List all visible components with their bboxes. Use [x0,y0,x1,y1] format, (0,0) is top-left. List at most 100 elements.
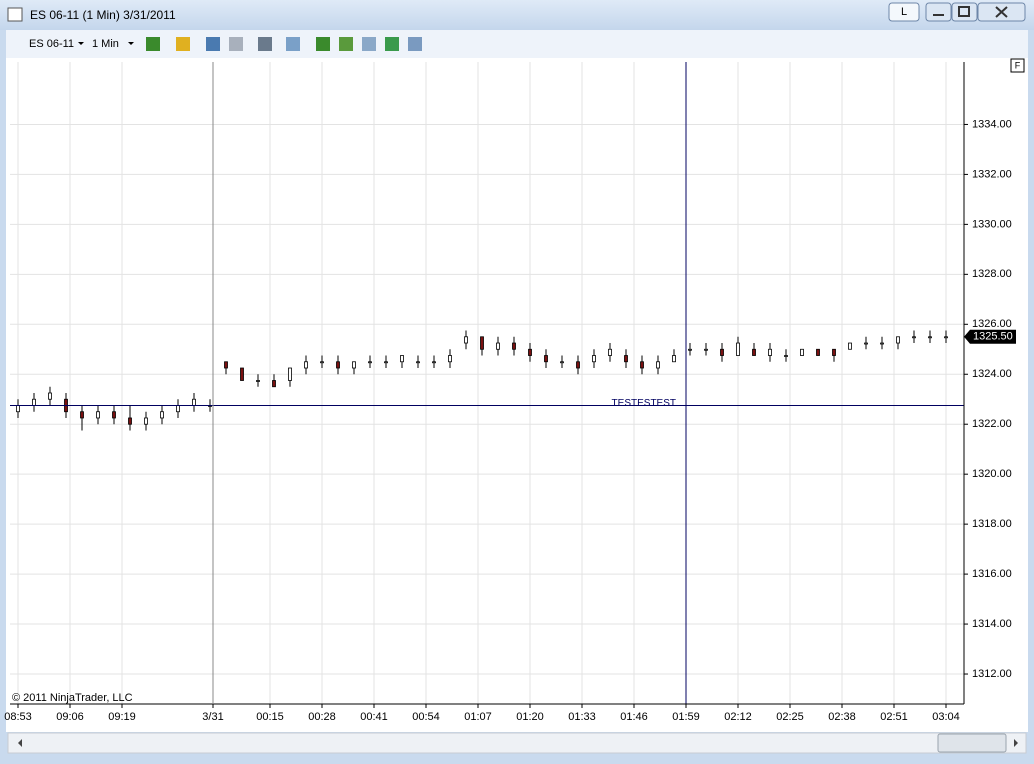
candle [160,405,164,425]
x-tick-label: 03:04 [932,711,960,723]
x-tick-label: 00:15 [256,711,284,723]
y-tick-label: 1320.00 [972,468,1012,480]
global-draw-button[interactable] [229,37,243,51]
candle [112,405,116,425]
candle-body [432,361,436,364]
x-tick-label: 08:53 [4,711,32,723]
window-title: ES 06-11 (1 Min) 3/31/2011 [30,8,176,22]
last-price-label: 1325.50 [973,331,1013,343]
candle-body [864,342,868,345]
x-tick-label: 09:19 [108,711,136,723]
dropdown-arrow [78,42,84,45]
candle [720,343,724,362]
candle [480,336,484,356]
candle [544,349,548,369]
candle [368,355,372,369]
drawing-tool-button[interactable] [176,37,190,51]
candle [704,343,708,356]
candle-body [16,405,20,413]
y-tick-label: 1312.00 [972,668,1012,680]
candle-body [288,367,292,381]
properties-button[interactable] [408,37,422,51]
chart-style-button[interactable] [146,37,160,51]
zoom-button[interactable] [286,37,300,51]
candle-body [912,336,916,339]
candle [944,330,948,344]
copyright: © 2011 NinjaTrader, LLC [12,692,133,704]
x-tick-label: 01:59 [672,711,700,723]
candle-body [816,348,820,356]
scrollbar [7,732,1027,754]
y-tick-label: 1328.00 [972,268,1012,280]
trade-button[interactable] [385,37,399,51]
candle-body [928,336,932,339]
title-bar [0,0,1034,30]
minimize-button[interactable] [925,2,952,22]
candle [336,355,340,375]
candle-body [752,348,756,356]
scroll-right[interactable] [1014,739,1018,747]
candle-body [800,348,804,356]
candle [400,355,404,369]
bars-button[interactable] [316,37,330,51]
candle [608,343,612,362]
candle-body [624,355,628,363]
scrollbar-thumb[interactable] [937,733,1007,753]
y-tick-label: 1322.00 [972,418,1012,430]
y-tick-label: 1324.00 [972,368,1012,380]
x-tick-label: 01:07 [464,711,492,723]
instrument-selector[interactable]: ES 06-11 [29,38,74,50]
snap-button[interactable] [206,37,220,51]
candle-body [464,336,468,344]
cursor-button[interactable] [258,37,272,51]
horizontal-line-label: TESTESTEST [612,398,676,409]
candle [752,343,756,356]
dropdown-arrow [128,42,134,45]
x-tick-label: 00:28 [308,711,336,723]
candle [896,336,900,350]
toolbar-icons [146,37,422,51]
candle-body [272,380,276,388]
candle [528,343,532,362]
candle [768,343,772,362]
candle-body [848,342,852,350]
candle-body [720,348,724,356]
candle-body [256,380,260,382]
candle [560,355,564,369]
candle-body [528,348,532,356]
candle [672,349,676,363]
maximize-button[interactable] [951,2,978,22]
candle [912,330,916,344]
candle-body [192,398,196,406]
candle [240,367,244,381]
candle-body [480,336,484,350]
interval-selector[interactable]: 1 Min [92,38,119,50]
candle [928,330,932,344]
x-tick-label: 02:38 [828,711,856,723]
y-tick-label: 1334.00 [972,118,1012,130]
link-button[interactable] [888,2,920,22]
candle [448,349,452,369]
scroll-left[interactable] [18,739,22,747]
candle-body [224,361,228,369]
panel-button[interactable] [1010,58,1025,73]
candle-body [592,355,596,363]
candle-body [400,355,404,363]
candle-body [704,348,708,351]
candle [224,361,228,375]
candle-body [672,355,676,363]
candle [432,355,436,369]
candle-body [880,342,884,345]
candle-body [32,398,36,406]
candle [512,336,516,356]
strategies-button[interactable] [362,37,376,51]
candle [144,411,148,431]
candle-body [240,367,244,381]
maximize-icon [958,6,970,17]
candle [272,374,276,388]
y-tick-label: 1314.00 [972,618,1012,630]
indicators-button[interactable] [339,37,353,51]
candle-body [640,361,644,369]
candle [256,374,260,387]
